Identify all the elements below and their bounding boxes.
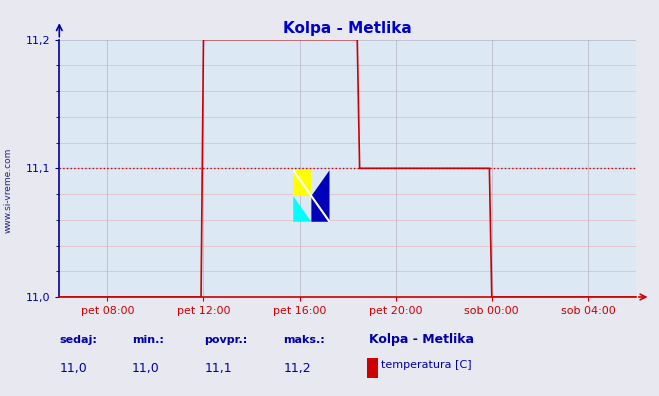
Text: povpr.:: povpr.: (204, 335, 248, 345)
Polygon shape (293, 196, 312, 222)
Text: 11,0: 11,0 (132, 362, 159, 375)
Text: maks.:: maks.: (283, 335, 325, 345)
Title: Kolpa - Metlika: Kolpa - Metlika (283, 21, 412, 36)
Text: 11,0: 11,0 (59, 362, 87, 375)
Text: temperatura [C]: temperatura [C] (381, 360, 472, 370)
Bar (293, 170, 312, 196)
Text: 11,2: 11,2 (283, 362, 311, 375)
Text: min.:: min.: (132, 335, 163, 345)
Polygon shape (312, 170, 330, 222)
Text: 11,1: 11,1 (204, 362, 232, 375)
Text: www.si-vreme.com: www.si-vreme.com (4, 147, 13, 233)
Text: Kolpa - Metlika: Kolpa - Metlika (369, 333, 474, 346)
Text: sedaj:: sedaj: (59, 335, 97, 345)
